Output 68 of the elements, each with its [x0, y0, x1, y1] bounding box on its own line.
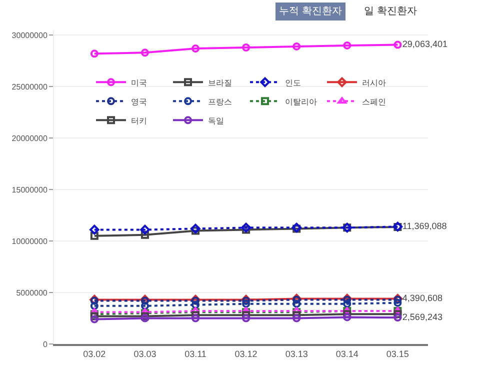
point	[140, 230, 149, 239]
x-tick-label: 03.03	[134, 348, 156, 359]
point	[140, 224, 150, 235]
point	[90, 224, 100, 235]
point	[394, 40, 402, 49]
data-label: 11,369,088	[402, 221, 447, 232]
point	[343, 41, 352, 50]
legend-label: 러시아	[362, 78, 386, 88]
point	[140, 48, 149, 57]
point	[140, 308, 150, 315]
point	[192, 314, 200, 322]
point	[90, 232, 98, 240]
x-tick-label: 03.12	[234, 348, 258, 359]
data-label: 29,063,401	[402, 39, 448, 50]
point	[394, 314, 402, 322]
legend-label: 프랑스	[208, 97, 232, 106]
point	[292, 300, 301, 308]
legend-label: 인도	[285, 78, 301, 88]
point	[292, 314, 301, 322]
point	[191, 307, 200, 314]
point	[90, 302, 98, 310]
point	[140, 302, 149, 310]
point	[242, 226, 250, 234]
legend-label: 터키	[131, 116, 147, 126]
legend-label: 독일	[208, 116, 224, 126]
x-tick-label: 03.15	[386, 348, 409, 359]
text: 누적 확진환자	[279, 6, 342, 17]
point	[190, 224, 200, 234]
point	[394, 310, 402, 318]
text: 일 확진환자	[364, 6, 418, 17]
y-tick-label: 5000000	[16, 288, 48, 298]
y-tick-label: 0	[42, 340, 48, 349]
point	[192, 311, 200, 320]
legend-label: 영국	[131, 97, 147, 106]
y-tick-label: 25000000	[12, 82, 48, 92]
point	[241, 222, 251, 233]
point	[242, 311, 250, 320]
point	[192, 226, 200, 235]
x-tick-label: 03.11	[184, 348, 206, 359]
point	[192, 44, 200, 53]
point	[292, 311, 301, 320]
point	[292, 42, 301, 50]
y-tick-label: 30000000	[12, 30, 48, 40]
legend-label: 브라질	[208, 78, 232, 88]
data-label: 2,569,243	[402, 312, 442, 322]
point	[343, 310, 352, 318]
point	[90, 308, 99, 315]
y-tick-label: 15000000	[12, 185, 48, 194]
x-tick-label: 03.02	[83, 348, 106, 359]
point	[292, 307, 302, 314]
legend-label: 미국	[131, 78, 147, 88]
x-tick-label: 03.13	[285, 348, 308, 359]
x-tick-label: 03.14	[336, 348, 358, 359]
point	[242, 307, 251, 314]
data-label: 4,390,608	[402, 293, 442, 304]
point	[242, 300, 250, 308]
point	[242, 314, 250, 322]
y-tick-label: 20000000	[12, 134, 48, 143]
point	[343, 300, 352, 308]
point	[90, 315, 98, 324]
point	[90, 50, 98, 58]
point	[343, 313, 352, 322]
legend-label: 스페인	[362, 97, 386, 106]
point	[192, 300, 200, 309]
legend-label: 이탈리아	[285, 97, 317, 106]
y-tick-label: 10000000	[12, 236, 48, 246]
point	[394, 298, 402, 307]
point	[242, 44, 250, 52]
